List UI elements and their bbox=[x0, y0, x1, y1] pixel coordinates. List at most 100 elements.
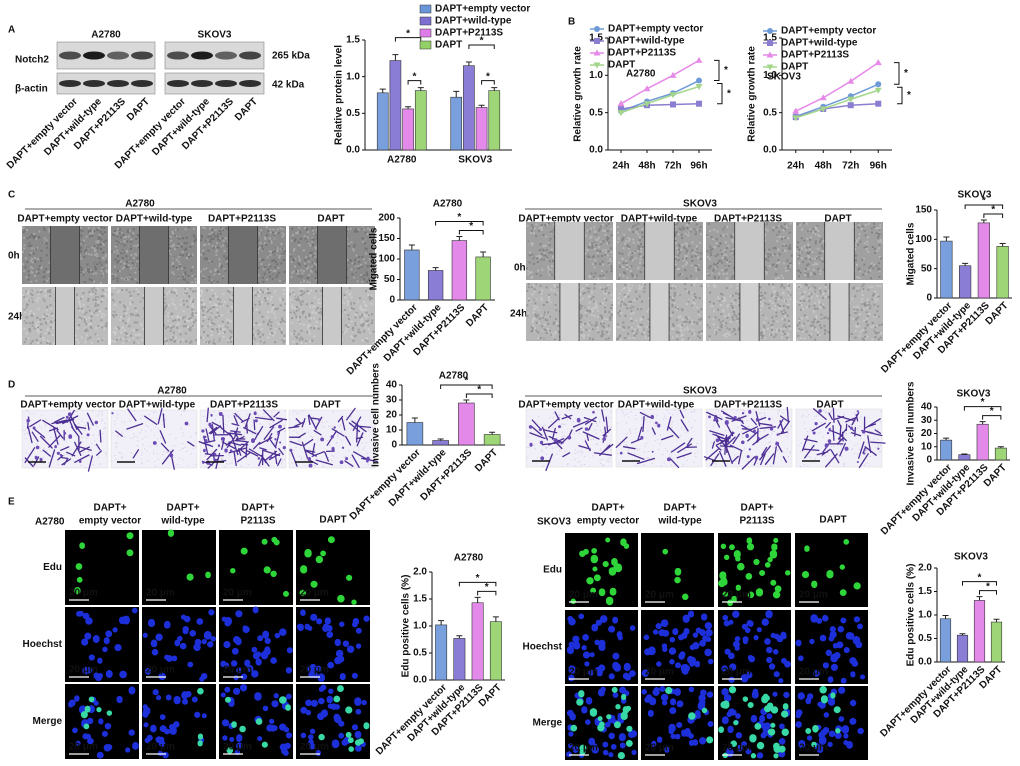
point bbox=[847, 96, 855, 103]
column-header: DAPT+P2113S bbox=[714, 400, 782, 411]
legend-marker bbox=[766, 51, 774, 58]
size-label: 265 kDa bbox=[272, 51, 310, 62]
y-tick-label: 1.5 bbox=[346, 35, 360, 46]
significance-bracket bbox=[982, 415, 1002, 420]
scale-label: 20 μm bbox=[146, 588, 175, 599]
series-line bbox=[795, 62, 879, 112]
series-line bbox=[620, 102, 700, 110]
nuclei bbox=[641, 686, 714, 753]
wound-edge bbox=[739, 283, 760, 341]
micrograph bbox=[526, 283, 613, 341]
texture bbox=[289, 226, 375, 284]
significance-star: * bbox=[981, 397, 985, 408]
y-tick-label: 0.0 bbox=[346, 145, 360, 156]
error-bar bbox=[463, 399, 470, 403]
significance-bracket bbox=[458, 581, 497, 587]
error-bar bbox=[993, 618, 1000, 623]
y-tick-label: 2.0 bbox=[918, 563, 932, 574]
y-tick-label: 1.0 bbox=[589, 70, 603, 81]
column-header: DAPT+wild-type bbox=[618, 400, 695, 411]
micrograph bbox=[706, 222, 793, 280]
bar bbox=[376, 92, 389, 151]
edu-cells bbox=[665, 686, 714, 744]
blot-band bbox=[215, 51, 237, 60]
protein-label: β-actin bbox=[15, 84, 48, 95]
edu-cells bbox=[167, 529, 211, 581]
y-tick-label: 0.5 bbox=[413, 648, 427, 659]
column-header: P2113S bbox=[739, 516, 774, 527]
column-header: DAPT+ bbox=[166, 503, 199, 514]
cells bbox=[288, 407, 379, 468]
error-bar bbox=[942, 614, 949, 619]
legend-marker bbox=[767, 40, 773, 46]
panel-letter: B bbox=[568, 17, 575, 28]
lane-label: DAPT bbox=[125, 96, 152, 123]
point bbox=[618, 105, 624, 112]
wound-edge bbox=[144, 287, 164, 345]
blot-band bbox=[215, 80, 237, 87]
nuclei bbox=[795, 614, 866, 684]
row-label: Edu bbox=[543, 565, 562, 576]
point bbox=[847, 102, 854, 109]
legend-label: DAPT+P2113S bbox=[435, 28, 503, 39]
legend-label: DAPT bbox=[435, 40, 462, 51]
bar bbox=[940, 439, 953, 461]
point bbox=[670, 101, 676, 108]
x-tick-label: DAPT+empty vector bbox=[374, 682, 449, 757]
error-bar bbox=[405, 106, 412, 109]
scale-label: 20 μm bbox=[300, 588, 329, 599]
blot bbox=[164, 72, 265, 95]
y-axis-label: Invasive cell numbers bbox=[371, 363, 382, 467]
y-tick-label: 0 bbox=[926, 455, 932, 466]
micrograph bbox=[706, 283, 793, 341]
legend-label: DAPT bbox=[608, 60, 635, 71]
edu-cells bbox=[230, 536, 289, 597]
wound-gap bbox=[233, 287, 253, 345]
x-tick-label: 72h bbox=[842, 161, 859, 172]
y-tick-label: 0 bbox=[391, 440, 397, 451]
significance-star: * bbox=[464, 376, 468, 387]
significance-star: * bbox=[727, 88, 731, 99]
y-tick-label: 0.5 bbox=[763, 107, 777, 118]
significance-bracket bbox=[962, 581, 997, 586]
bar bbox=[453, 638, 466, 681]
bar bbox=[451, 240, 468, 301]
significance-bracket bbox=[477, 590, 497, 596]
y-tick-label: 40 bbox=[921, 402, 933, 413]
error-bar bbox=[999, 242, 1006, 247]
cells bbox=[619, 414, 671, 462]
significance-bracket bbox=[894, 62, 900, 85]
nuclei bbox=[76, 607, 138, 682]
bar bbox=[414, 90, 427, 151]
wound-gap bbox=[559, 283, 580, 341]
column-header: DAPT bbox=[317, 214, 344, 225]
micrograph bbox=[565, 533, 638, 607]
column-header: DAPT+empty vector bbox=[518, 214, 613, 225]
point bbox=[696, 77, 702, 84]
point bbox=[643, 101, 651, 108]
significance-bracket bbox=[435, 220, 484, 226]
texture bbox=[711, 409, 792, 467]
wound-edge bbox=[829, 283, 850, 341]
texture bbox=[23, 287, 108, 345]
wound-edge bbox=[138, 226, 170, 284]
micrograph bbox=[296, 607, 370, 682]
bar bbox=[471, 602, 484, 681]
significance-bracket bbox=[394, 37, 422, 42]
wound-edge bbox=[554, 222, 585, 280]
point bbox=[695, 56, 703, 63]
blot-band bbox=[107, 80, 129, 87]
scale-label: 20 μm bbox=[146, 665, 175, 676]
bar bbox=[489, 621, 502, 681]
significance-star: * bbox=[477, 385, 481, 396]
bar bbox=[959, 265, 972, 299]
column-header: DAPT+ bbox=[591, 503, 624, 514]
micrograph bbox=[142, 607, 216, 682]
point bbox=[696, 100, 702, 107]
y-axis-label: Migated cells bbox=[369, 227, 380, 290]
y-tick-label: 0.0 bbox=[589, 145, 603, 156]
nuclei bbox=[142, 689, 207, 759]
blot-band bbox=[131, 80, 153, 87]
x-tick-label: 96h bbox=[690, 161, 707, 172]
error-bar bbox=[437, 438, 444, 441]
